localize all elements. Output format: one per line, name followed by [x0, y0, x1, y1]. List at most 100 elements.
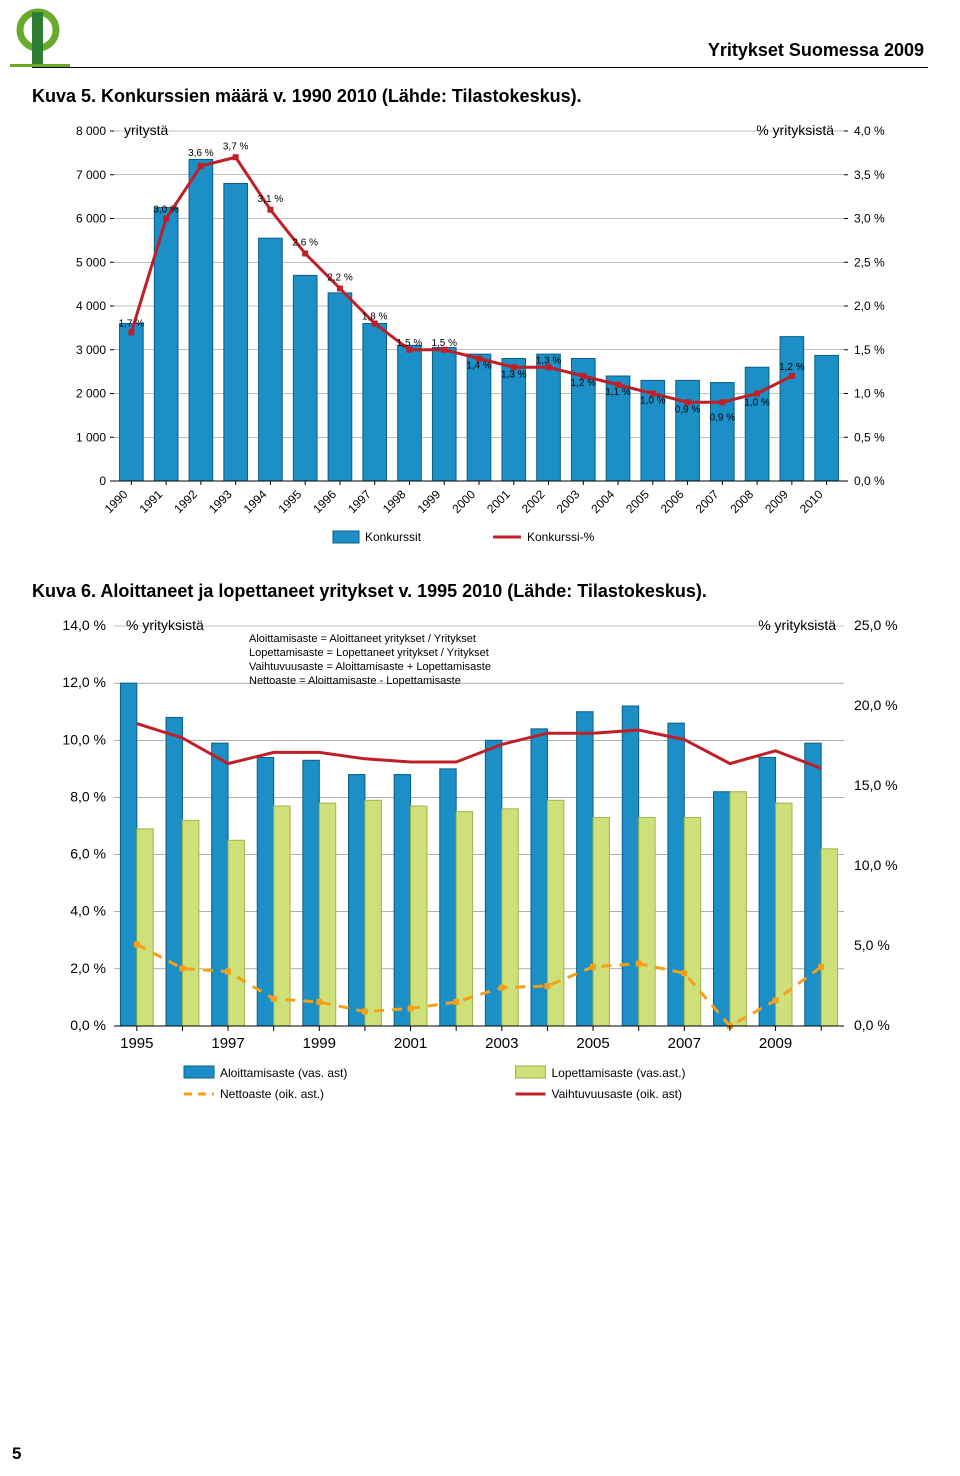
svg-text:Konkurssit: Konkurssit: [365, 530, 422, 544]
svg-text:0,0 %: 0,0 %: [854, 1017, 890, 1033]
svg-text:8,0 %: 8,0 %: [70, 788, 106, 804]
svg-text:2001: 2001: [394, 1035, 427, 1052]
figure-5-svg: 0 1 000 2 000 3 000 4 000 5 000 6 000 7 000 8 00…: [32, 117, 928, 549]
svg-text:2008: 2008: [727, 487, 756, 516]
svg-text:% yrityksistä: % yrityksistä: [756, 122, 834, 138]
svg-text:1,8 %: 1,8 %: [362, 312, 388, 323]
svg-text:1993: 1993: [206, 487, 235, 516]
svg-text:2009: 2009: [759, 1035, 792, 1052]
svg-text:1,0 %: 1,0 %: [854, 387, 885, 401]
svg-text:7 000: 7 000: [76, 168, 106, 182]
header-rule: [32, 67, 928, 68]
svg-text:Aloittamisaste = Aloittaneet y: Aloittamisaste = Aloittaneet yritykset /…: [249, 633, 476, 645]
svg-text:14,0 %: 14,0 %: [62, 617, 106, 633]
svg-text:8 000: 8 000: [76, 124, 106, 138]
svg-text:1,5 %: 1,5 %: [397, 338, 423, 349]
svg-text:3,7 %: 3,7 %: [223, 141, 249, 152]
svg-text:2006: 2006: [658, 487, 687, 516]
svg-text:1998: 1998: [380, 487, 409, 516]
svg-text:2002: 2002: [519, 487, 548, 516]
svg-text:3,5 %: 3,5 %: [854, 168, 885, 182]
svg-text:1999: 1999: [303, 1035, 336, 1052]
svg-text:1996: 1996: [310, 487, 339, 516]
svg-text:3,0 %: 3,0 %: [153, 205, 179, 216]
svg-text:5 000: 5 000: [76, 255, 106, 269]
svg-text:2,6 %: 2,6 %: [292, 238, 318, 249]
svg-text:1,5 %: 1,5 %: [431, 338, 457, 349]
svg-text:Vaihtuvuusaste = Aloittamisast: Vaihtuvuusaste = Aloittamisaste + Lopett…: [249, 661, 491, 673]
svg-text:0,5 %: 0,5 %: [854, 430, 885, 444]
svg-text:4,0 %: 4,0 %: [70, 903, 106, 919]
svg-text:3,0 %: 3,0 %: [854, 212, 885, 226]
svg-text:1995: 1995: [276, 487, 305, 516]
svg-text:1991: 1991: [136, 487, 165, 516]
svg-text:1,1 %: 1,1 %: [605, 387, 631, 398]
svg-text:Lopettamisaste (vas.ast.): Lopettamisaste (vas.ast.): [552, 1066, 686, 1080]
svg-text:% yrityksistä: % yrityksistä: [126, 617, 204, 633]
svg-text:2 000: 2 000: [76, 387, 106, 401]
svg-text:4,0 %: 4,0 %: [854, 124, 885, 138]
svg-text:1,3 %: 1,3 %: [536, 355, 562, 366]
svg-text:yritystä: yritystä: [124, 122, 169, 138]
svg-text:Nettoaste (oik. ast.): Nettoaste (oik. ast.): [220, 1087, 324, 1101]
figure-6-title: Kuva 6. Aloittaneet ja lopettaneet yrity…: [32, 581, 928, 602]
svg-text:Vaihtuvuusaste (oik. ast): Vaihtuvuusaste (oik. ast): [552, 1087, 683, 1101]
publisher-logo: [10, 8, 80, 73]
figure-5-title: Kuva 5. Konkurssien määrä v. 1990 2010 (…: [32, 86, 928, 107]
svg-text:1,4 %: 1,4 %: [466, 361, 492, 372]
svg-text:0,0 %: 0,0 %: [854, 474, 885, 488]
svg-text:0,0 %: 0,0 %: [70, 1017, 106, 1033]
svg-text:2005: 2005: [623, 487, 652, 516]
svg-text:Konkurssi-%: Konkurssi-%: [527, 530, 595, 544]
svg-text:Lopettamisaste = Lopettaneet y: Lopettamisaste = Lopettaneet yritykset /…: [249, 647, 489, 659]
svg-text:1,3 %: 1,3 %: [501, 369, 527, 380]
svg-text:2000: 2000: [449, 487, 478, 516]
svg-text:1990: 1990: [102, 487, 131, 516]
figure-6-chart: 0,0 %2,0 %4,0 %6,0 %8,0 %10,0 %12,0 %14,…: [32, 612, 928, 1112]
svg-text:2003: 2003: [554, 487, 583, 516]
svg-text:2010: 2010: [797, 487, 826, 516]
svg-text:1999: 1999: [415, 487, 444, 516]
svg-text:2007: 2007: [668, 1035, 701, 1052]
svg-text:1992: 1992: [171, 487, 200, 516]
svg-text:10,0 %: 10,0 %: [854, 857, 898, 873]
svg-text:Nettoaste = Aloittamisaste - L: Nettoaste = Aloittamisaste - Lopettamisa…: [249, 675, 461, 687]
svg-text:1,2 %: 1,2 %: [779, 362, 805, 373]
svg-text:12,0 %: 12,0 %: [62, 674, 106, 690]
svg-text:4 000: 4 000: [76, 299, 106, 313]
svg-text:20,0 %: 20,0 %: [854, 697, 898, 713]
svg-text:5,0 %: 5,0 %: [854, 937, 890, 953]
svg-text:15,0 %: 15,0 %: [854, 777, 898, 793]
svg-text:Aloittamisaste (vas. ast): Aloittamisaste (vas. ast): [220, 1066, 347, 1080]
svg-text:2005: 2005: [576, 1035, 609, 1052]
svg-text:1,5 %: 1,5 %: [854, 343, 885, 357]
page-title: Yritykset Suomessa 2009: [0, 0, 960, 67]
svg-text:1,0 %: 1,0 %: [640, 396, 666, 407]
svg-text:1 000: 1 000: [76, 430, 106, 444]
svg-text:1997: 1997: [211, 1035, 244, 1052]
svg-text:0: 0: [99, 474, 106, 488]
page-number: 5: [12, 1444, 21, 1464]
svg-text:1,7 %: 1,7 %: [119, 318, 145, 329]
svg-text:3,6 %: 3,6 %: [188, 148, 214, 159]
svg-text:2004: 2004: [588, 487, 617, 516]
svg-text:2003: 2003: [485, 1035, 518, 1052]
svg-text:2,2 %: 2,2 %: [327, 273, 353, 284]
svg-text:0,9 %: 0,9 %: [675, 404, 701, 415]
svg-text:10,0 %: 10,0 %: [62, 731, 106, 747]
svg-text:1994: 1994: [241, 487, 270, 516]
svg-text:2009: 2009: [762, 487, 791, 516]
svg-text:6,0 %: 6,0 %: [70, 846, 106, 862]
svg-text:1997: 1997: [345, 487, 374, 516]
svg-text:2001: 2001: [484, 487, 513, 516]
svg-text:1995: 1995: [120, 1035, 153, 1052]
svg-text:6 000: 6 000: [76, 212, 106, 226]
svg-text:25,0 %: 25,0 %: [854, 617, 898, 633]
svg-text:2007: 2007: [693, 487, 722, 516]
svg-text:1,0 %: 1,0 %: [744, 398, 770, 409]
figure-5-chart: 0 1 000 2 000 3 000 4 000 5 000 6 000 7 000 8 00…: [32, 117, 928, 549]
figure-6-svg: 0,0 %2,0 %4,0 %6,0 %8,0 %10,0 %12,0 %14,…: [32, 612, 928, 1112]
svg-text:% yrityksistä: % yrityksistä: [758, 617, 836, 633]
svg-text:3 000: 3 000: [76, 343, 106, 357]
svg-text:2,0 %: 2,0 %: [854, 299, 885, 313]
